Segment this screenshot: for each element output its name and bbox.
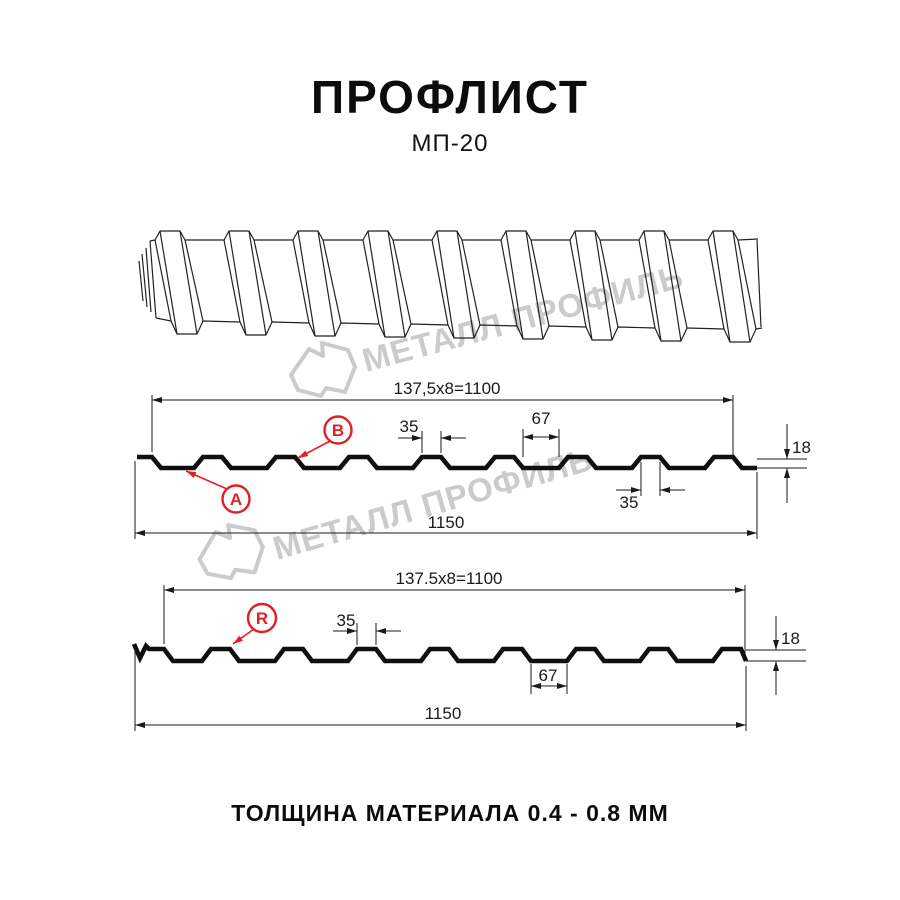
- callout-b-circle: [323, 415, 353, 445]
- sheet-back-edge: [149, 230, 759, 242]
- dim-ribtop-ab-value: 35: [400, 417, 419, 436]
- dim-pitch-ab-value: 137,5x8=1100: [394, 379, 501, 398]
- sheet-3d-drawing: [138, 230, 763, 343]
- callout-a-letter: A: [230, 490, 242, 509]
- dim-overall-ab: 1150: [134, 461, 758, 539]
- watermark-logo-middle: [197, 523, 265, 581]
- dim-overall-r: 1150: [134, 650, 747, 731]
- dim-height-r-value: 18: [781, 629, 800, 648]
- callout-r-circle: [246, 602, 278, 634]
- dim-overall-r-value: 1150: [425, 704, 462, 723]
- sheet-left-edge: [138, 240, 157, 319]
- dim-valley-ab-value: 67: [532, 409, 551, 428]
- material-thickness-note: ТОЛЩИНА МАТЕРИАЛА 0.4 - 0.8 ММ: [231, 800, 669, 826]
- callout-r-letter: R: [256, 609, 268, 628]
- sheet-right-edge: [756, 239, 762, 328]
- section-profile-r: 137.5x8=1100 35 67: [131, 569, 806, 731]
- dim-overall-ab-value: 1150: [428, 513, 465, 532]
- dim-ribtop-r-value: 35: [337, 611, 356, 630]
- dim-ribbottom-ab-value: 35: [620, 493, 639, 512]
- callout-a-circle: [221, 484, 251, 514]
- dim-ribbottom-ab: 35: [616, 462, 685, 512]
- dim-pitch-ab: 137,5x8=1100: [151, 379, 734, 455]
- sheet-front-edge: [155, 317, 763, 343]
- callout-r: R: [232, 602, 278, 645]
- dim-valley-ab: 67: [522, 409, 560, 457]
- watermark-logo-top: [289, 341, 357, 398]
- sheet-rib-lines: [154, 230, 757, 343]
- watermark-text-top: МЕТАЛЛ ПРОФИЛЬ: [358, 257, 687, 378]
- dim-valley-r-value: 67: [539, 666, 558, 685]
- dim-ribtop-ab: 35: [398, 417, 466, 453]
- callout-b-letter: B: [332, 421, 344, 440]
- dim-ribtop-r: 35: [333, 611, 401, 645]
- dim-pitch-r-value: 137.5x8=1100: [396, 569, 503, 588]
- dim-pitch-r: 137.5x8=1100: [163, 569, 746, 656]
- page-title: ПРОФЛИСТ: [311, 71, 589, 123]
- dim-height-r: 18: [746, 616, 806, 695]
- dim-height-ab: 18: [748, 424, 811, 503]
- callout-a: A: [185, 470, 251, 514]
- dim-valley-r: 67: [530, 664, 568, 694]
- callout-b: B: [297, 415, 353, 459]
- dim-height-ab-value: 18: [792, 438, 811, 457]
- profile-outline-ab: [137, 454, 757, 471]
- section-profile-ab: 137,5x8=1100 35 67: [134, 379, 811, 539]
- profile-outline-r: [131, 642, 749, 664]
- page-subtitle: МП-20: [411, 130, 489, 157]
